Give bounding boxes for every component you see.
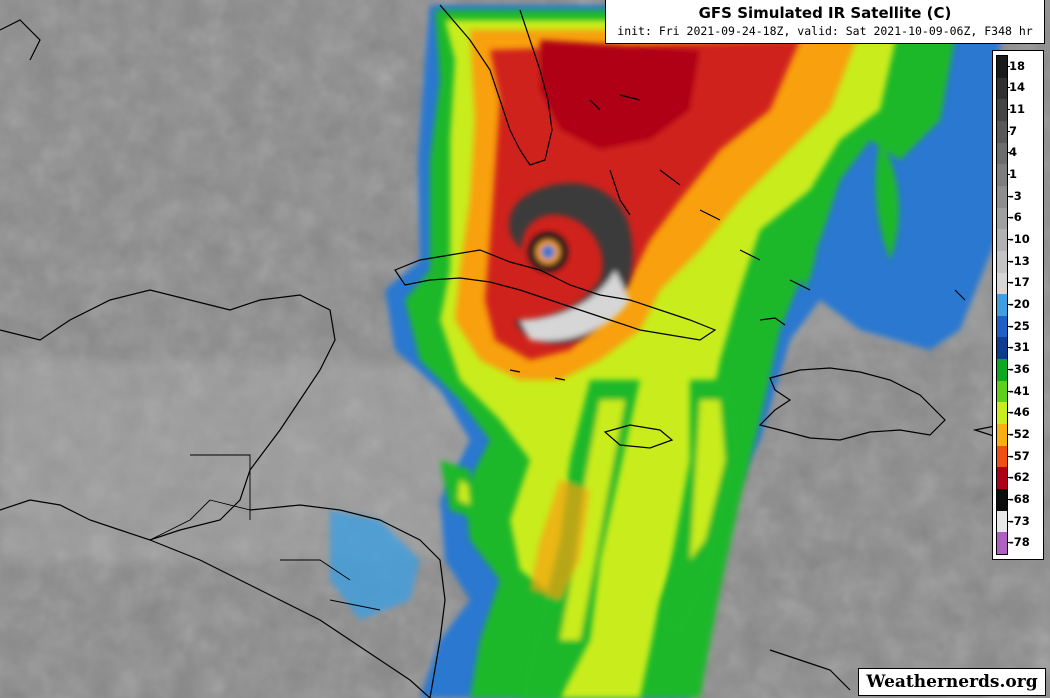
colorbar-swatch (997, 489, 1007, 512)
colorbar-swatch (997, 229, 1007, 252)
colorbar-label: 4 (1009, 145, 1018, 160)
watermark: Weathernerds.org (858, 668, 1046, 696)
colorbar-label: -46 (1009, 405, 1030, 420)
colorbar-label: -13 (1009, 253, 1030, 268)
colorbar-swatch (997, 402, 1007, 425)
colorbar-label: -52 (1009, 426, 1030, 441)
colorbar-label: -31 (1009, 340, 1030, 355)
cuba-coast (394, 249, 717, 341)
colorbar-label: -57 (1009, 448, 1030, 463)
cayman-islands (509, 369, 566, 381)
colorbar-swatch (997, 272, 1007, 295)
colorbar-label: 11 (1009, 102, 1026, 117)
colorbar-tick (1007, 87, 1010, 89)
colorbar-tick (1007, 282, 1010, 284)
colorbar-label: -17 (1009, 275, 1030, 290)
colorbar-swatch (997, 424, 1007, 447)
gulf-coast-northwest (0, 19, 41, 61)
colorbar-label: -41 (1009, 383, 1030, 398)
title-panel: GFS Simulated IR Satellite (C) init: Fri… (605, 0, 1045, 44)
colorbar-label: -6 (1009, 210, 1022, 225)
central-america-coast (149, 539, 431, 698)
map-title: GFS Simulated IR Satellite (C) (698, 4, 952, 22)
colorbar-swatches (996, 55, 1008, 555)
colorbar-tick (1007, 542, 1010, 544)
hispaniola-coast (758, 367, 946, 441)
colorbar-swatch (997, 359, 1007, 382)
colorbar-label: 1 (1009, 167, 1018, 182)
south-coast-fragment (769, 649, 851, 691)
colorbar-tick (1007, 130, 1010, 132)
colorbar-tick (1007, 195, 1010, 197)
colorbar-tick (1007, 498, 1010, 500)
temperature-colorbar: 18 14 11 7 4 1 -3 -6 -10 -13 -17 -20 -25 -31 -36 -41 -46… (992, 50, 1044, 560)
colorbar-swatch (997, 120, 1007, 144)
colorbar-tick (1007, 412, 1010, 414)
colorbar-swatch (997, 207, 1007, 230)
colorbar-swatch (997, 77, 1007, 100)
florida-coast (439, 4, 553, 166)
colorbar-swatch (997, 142, 1007, 165)
colorbar-tick (1007, 455, 1010, 457)
bahamas-islands (589, 94, 811, 291)
colorbar-tick (1007, 368, 1010, 370)
colorbar-label: 7 (1009, 123, 1018, 138)
colorbar-label: -3 (1009, 188, 1022, 203)
colorbar-tick (1007, 433, 1010, 435)
colorbar-swatch (997, 532, 1007, 555)
colorbar-swatch (997, 510, 1007, 533)
colorbar-tick (1007, 109, 1010, 111)
colorbar-tick (1007, 174, 1010, 176)
colorbar-tick (1007, 260, 1010, 262)
colorbar-label: -62 (1009, 470, 1030, 485)
colorbar-swatch (997, 315, 1007, 338)
colorbar-label: -20 (1009, 297, 1030, 311)
colorbar-swatch (997, 250, 1007, 273)
colorbar-swatch (997, 185, 1007, 209)
colorbar-label: -25 (1009, 318, 1030, 333)
colorbar-swatch (997, 445, 1007, 468)
colorbar-label: 14 (1009, 80, 1026, 95)
colorbar-tick (1007, 304, 1010, 305)
map-subtitle: init: Fri 2021-09-24-18Z, valid: Sat 202… (617, 24, 1033, 38)
colorbar-label: -36 (1009, 361, 1030, 376)
colorbar-swatch (997, 337, 1007, 360)
colorbar-swatch (997, 99, 1007, 122)
central-america-coast-north (249, 504, 446, 698)
colorbar-swatch (997, 164, 1007, 187)
colorbar-label: -78 (1009, 535, 1030, 550)
colorbar-swatch (997, 380, 1007, 403)
colorbar-tick (1007, 152, 1010, 154)
turks-caicos (759, 289, 966, 326)
coastlines (0, 4, 1022, 698)
jamaica-coast (603, 424, 674, 449)
colorbar-label: -68 (1009, 491, 1030, 506)
colorbar-tick (1007, 325, 1010, 327)
colorbar-tick (1007, 390, 1010, 392)
light-cloud-patch (0, 360, 480, 560)
colorbar-tick (1007, 520, 1010, 522)
colorbar-tick (1007, 217, 1010, 219)
rain-bands-south (440, 380, 740, 698)
colorbar-swatch (997, 467, 1007, 490)
colorbar-label: -10 (1009, 232, 1030, 247)
colorbar-tick (1007, 65, 1010, 67)
colorbar-tick (1007, 347, 1010, 349)
colorbar-swatch (997, 56, 1007, 79)
colorbar-tick (1007, 477, 1010, 479)
hurricane-core (508, 183, 633, 344)
colorbar-swatch (997, 294, 1007, 317)
yucatan-coast (0, 289, 336, 541)
colorbar-tick (1007, 239, 1010, 241)
colorbar-label: -73 (1009, 513, 1030, 528)
colorbar-label: 18 (1009, 58, 1026, 73)
country-borders (149, 454, 381, 611)
